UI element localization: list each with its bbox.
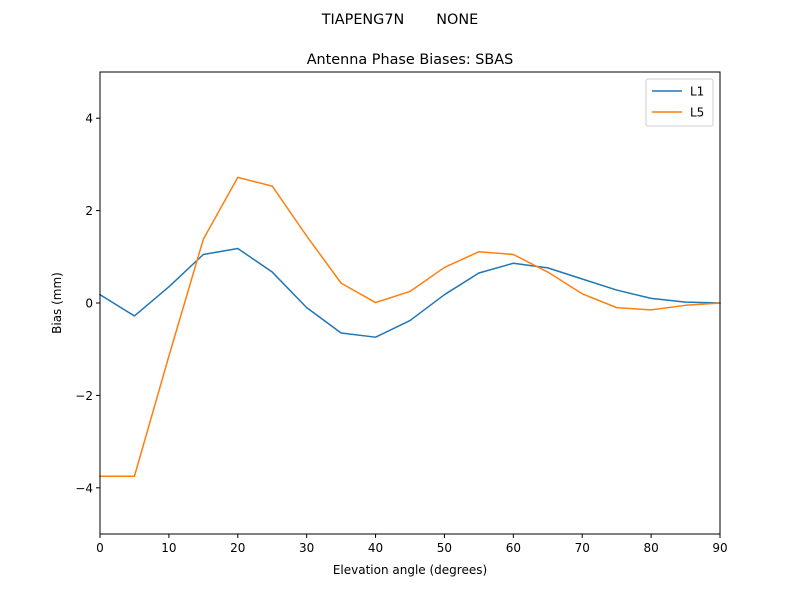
- x-tick-label: 40: [368, 541, 383, 555]
- x-tick-label: 90: [712, 541, 727, 555]
- chart-title: Antenna Phase Biases: SBAS: [307, 52, 514, 68]
- y-tick-label: −4: [75, 481, 93, 495]
- series-layer: [98, 176, 721, 477]
- x-axis-label: Elevation angle (degrees): [333, 563, 487, 577]
- x-tick-label: 30: [299, 541, 314, 555]
- x-tick-label: 60: [506, 541, 521, 555]
- x-tick-label: 20: [230, 541, 245, 555]
- x-tick-label: 70: [575, 541, 590, 555]
- x-axis-ticks: 0 10 20 30 40 50 60 70 80 90: [96, 534, 728, 555]
- legend-entries: L1 L5: [652, 85, 704, 120]
- x-tick-label: 0: [96, 541, 104, 555]
- y-tick-label: −2: [75, 389, 93, 403]
- legend-label-l5: L5: [690, 106, 704, 120]
- legend: L1 L5: [645, 78, 714, 127]
- legend-label-l1: L1: [690, 85, 704, 99]
- x-tick-label: 80: [643, 541, 658, 555]
- y-tick-label: 2: [85, 204, 93, 218]
- series-line-l5: [99, 176, 721, 477]
- y-tick-label: 0: [85, 297, 93, 311]
- figure-suptitle: TIAPENG7N NONE: [321, 12, 478, 28]
- y-axis-ticks: −4 −2 0 2 4: [75, 112, 100, 495]
- x-tick-label: 10: [161, 541, 176, 555]
- y-axis-label: Bias (mm): [50, 272, 64, 334]
- series-line-l1: [98, 247, 721, 338]
- x-tick-label: 50: [437, 541, 452, 555]
- y-tick-label: 4: [85, 112, 93, 126]
